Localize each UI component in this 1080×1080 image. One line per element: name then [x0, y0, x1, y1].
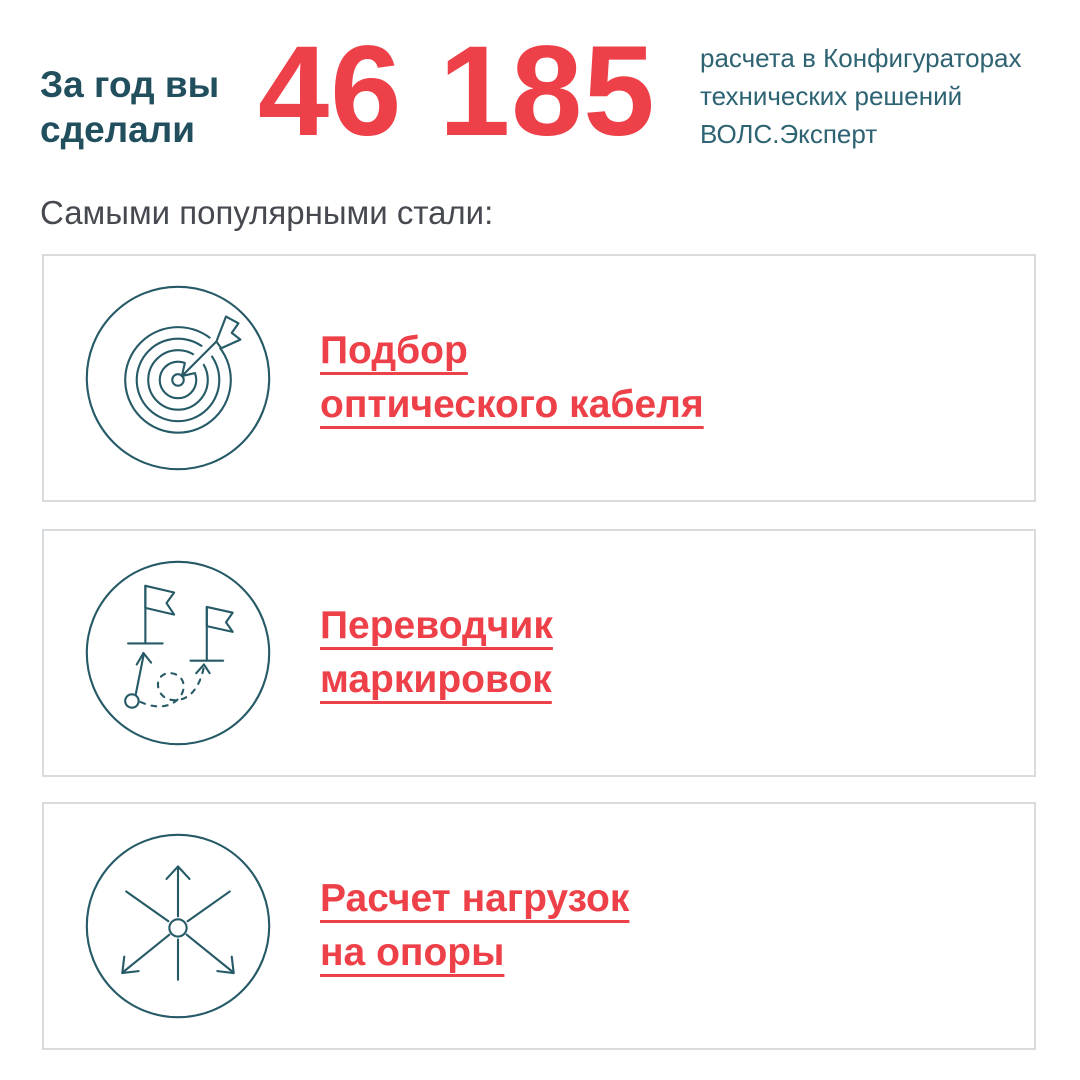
count-description-line1: расчета в Конфигураторах — [700, 43, 1022, 73]
section-subtitle: Самыми популярными стали: — [40, 194, 494, 231]
card-cable-selection: Подбор оптического кабеля — [42, 254, 1036, 502]
target-arrow-icon — [82, 282, 274, 474]
count-description-line3: ВОЛС.Эксперт — [700, 118, 878, 149]
card-link-line1[interactable]: Расчет нагрузок — [320, 877, 630, 921]
route-flags-icon — [82, 557, 274, 749]
card-link-line2[interactable]: оптического кабеля — [320, 383, 704, 426]
card-link-line1[interactable]: Подбор — [320, 329, 468, 373]
count-description: расчета в Конфигураторах технических реш… — [700, 40, 1022, 154]
headline: За год вы сделали — [40, 62, 219, 152]
headline-line1: За год вы — [40, 64, 220, 105]
card-link-line2[interactable]: маркировок — [320, 658, 552, 701]
card-link-pole-loads[interactable]: Расчет нагрузок на опоры — [320, 872, 629, 980]
headline-line2: сделали — [40, 109, 195, 151]
card-marking-translator: Переводчик маркировок — [42, 529, 1036, 777]
card-link-cable-selection[interactable]: Подбор оптического кабеля — [320, 324, 704, 432]
count-description-line2: технических решений — [700, 80, 963, 111]
card-link-line2[interactable]: на опоры — [320, 931, 505, 974]
card-link-marking-translator[interactable]: Переводчик маркировок — [320, 599, 553, 707]
card-link-line1[interactable]: Переводчик — [320, 604, 553, 648]
load-arrows-icon — [82, 830, 274, 1022]
card-pole-loads: Расчет нагрузок на опоры — [42, 802, 1036, 1050]
annual-count: 46 185 — [258, 20, 656, 163]
